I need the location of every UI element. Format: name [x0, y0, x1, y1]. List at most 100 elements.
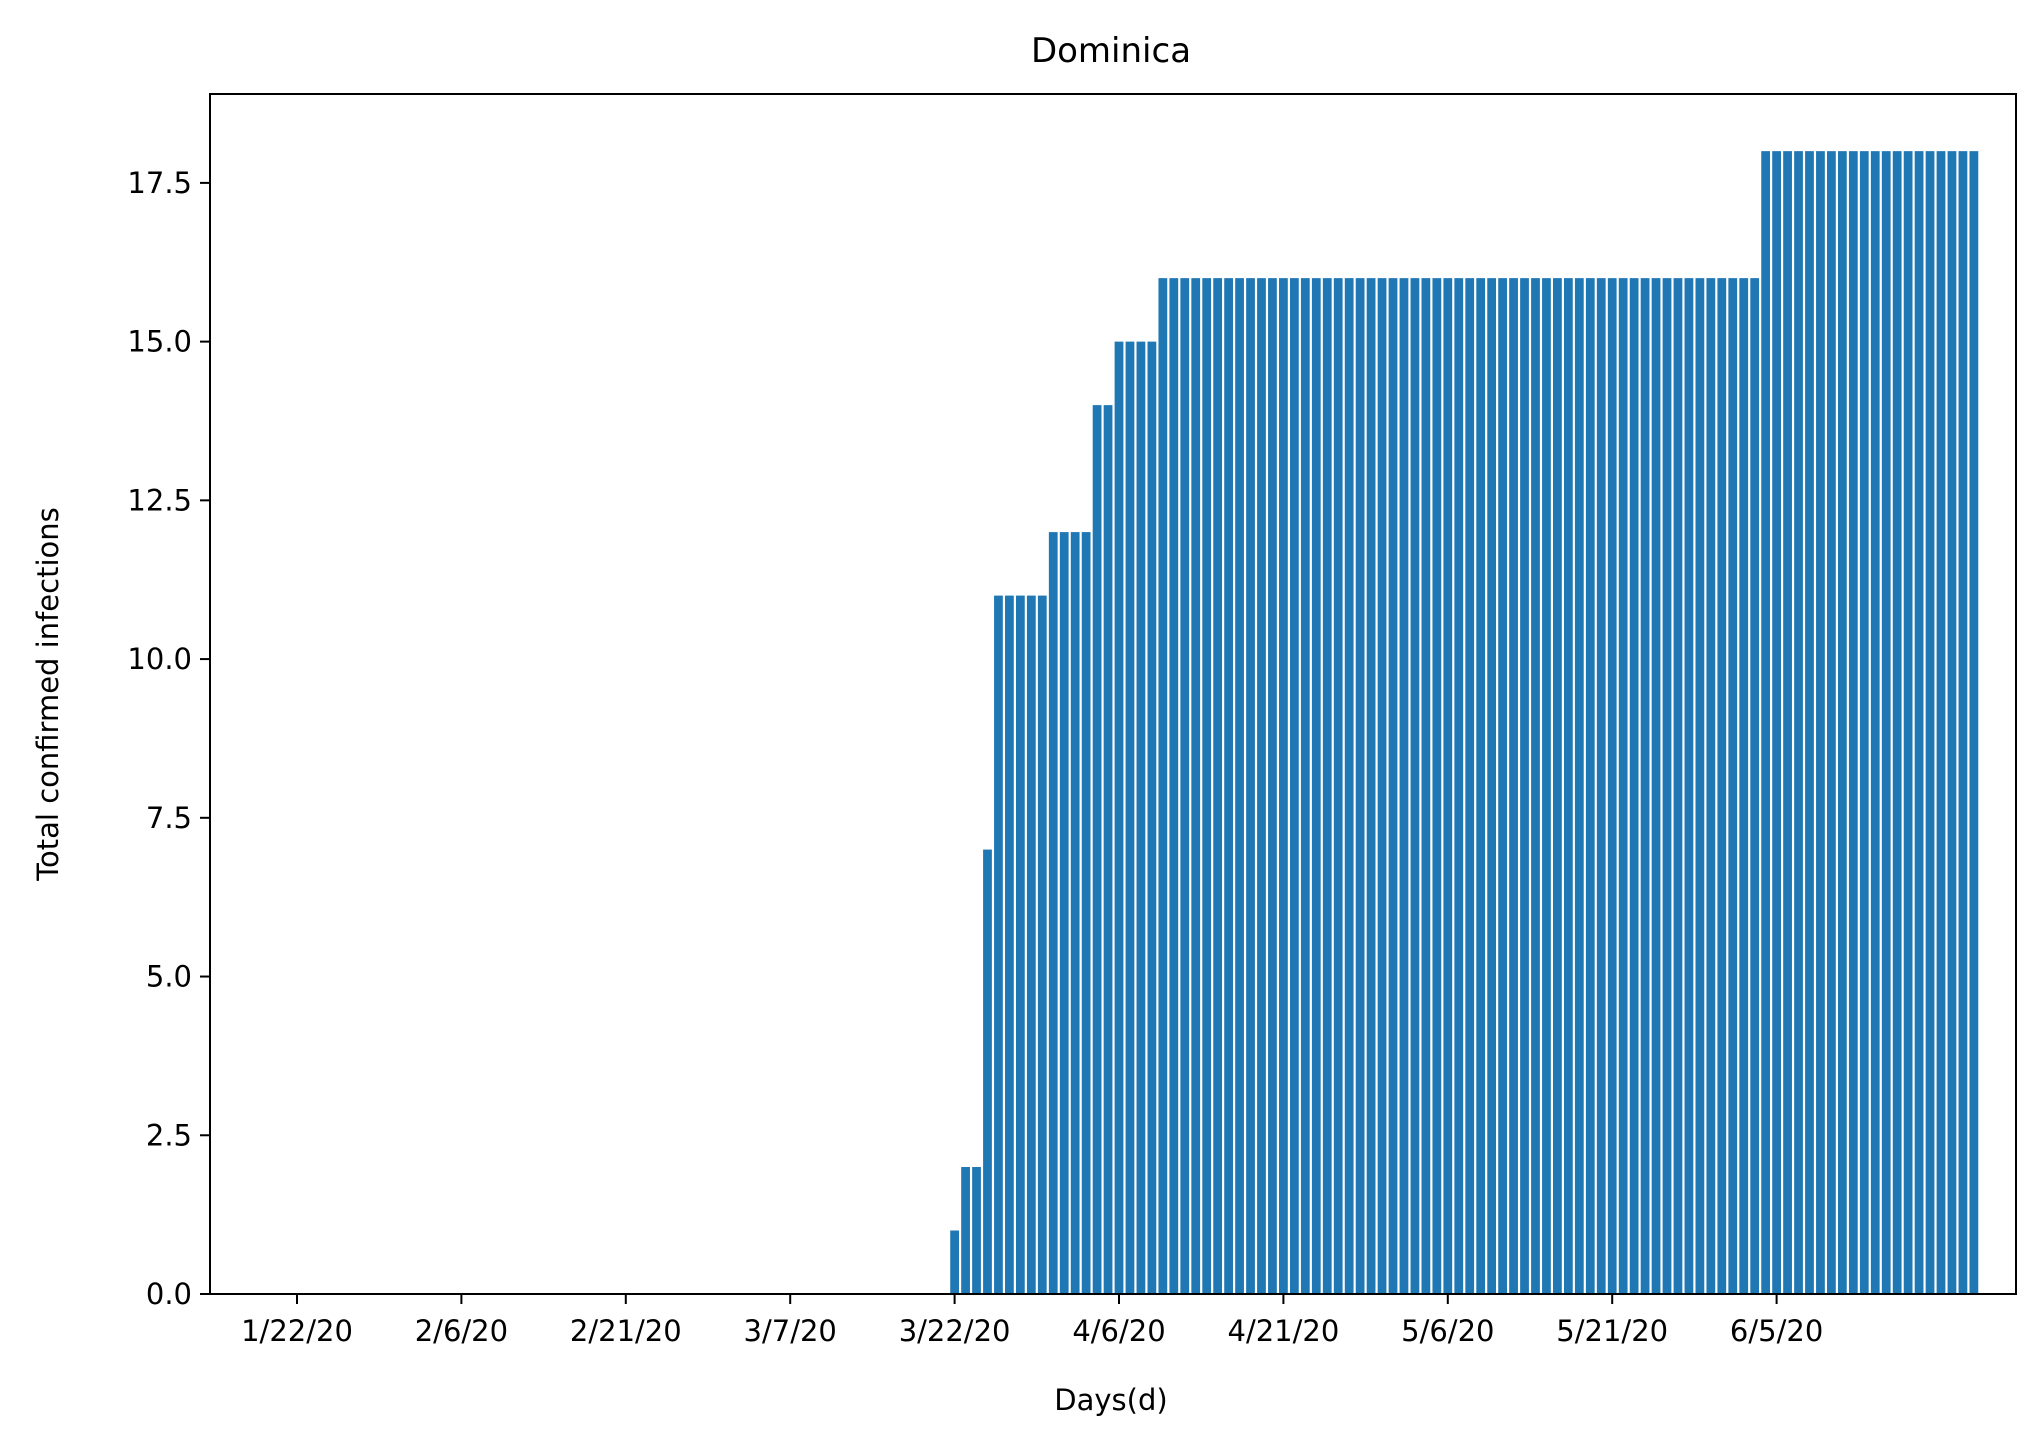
bar — [1322, 278, 1332, 1294]
x-tick-label: 1/22/20 — [241, 1314, 353, 1348]
bar — [1005, 595, 1014, 1294]
bar — [1289, 278, 1299, 1294]
bar — [1015, 595, 1025, 1294]
bar — [1355, 278, 1365, 1294]
bar — [1300, 278, 1310, 1294]
y-axis-label: Total confirmed infections — [31, 507, 65, 882]
bar — [1421, 278, 1431, 1294]
bar — [1640, 278, 1650, 1294]
bar — [1947, 151, 1957, 1294]
bar — [1805, 151, 1814, 1294]
bar — [1180, 278, 1190, 1294]
bar — [1498, 278, 1507, 1294]
bar — [1377, 278, 1387, 1294]
bar — [1717, 278, 1727, 1294]
bar — [1169, 278, 1179, 1294]
y-tick-label: 7.5 — [146, 801, 192, 835]
x-tick-label: 5/21/20 — [1556, 1314, 1668, 1348]
bar — [983, 849, 992, 1294]
bar — [1816, 151, 1825, 1294]
y-tick-label: 2.5 — [146, 1118, 192, 1152]
bar — [1268, 278, 1277, 1294]
bar — [1136, 341, 1146, 1294]
bar — [1827, 151, 1836, 1294]
bar — [1925, 151, 1935, 1294]
bar — [1037, 595, 1047, 1294]
bar — [1235, 278, 1244, 1294]
bar — [1344, 278, 1354, 1294]
bar — [1026, 595, 1036, 1294]
bar — [1848, 151, 1858, 1294]
y-tick-label: 15.0 — [127, 325, 192, 359]
bar — [1520, 278, 1529, 1294]
bar — [1629, 278, 1639, 1294]
bar — [1794, 151, 1803, 1294]
bar — [1881, 151, 1891, 1294]
bar — [1761, 151, 1771, 1294]
bar — [1531, 278, 1540, 1294]
bar — [1892, 151, 1902, 1294]
bar — [961, 1167, 970, 1294]
y-axis: 0.0 2.5 5.0 7.5 10.0 12.5 15.0 17.5 — [127, 166, 210, 1311]
bar — [1706, 278, 1716, 1294]
bar — [1388, 278, 1398, 1294]
bar — [1224, 278, 1233, 1294]
bar — [1958, 151, 1968, 1294]
bar — [1432, 278, 1442, 1294]
bar — [1607, 278, 1617, 1294]
bar — [1213, 278, 1223, 1294]
bar — [1553, 278, 1562, 1294]
bar — [1454, 278, 1464, 1294]
bar — [1070, 532, 1080, 1294]
bar — [950, 1230, 959, 1294]
bar — [1114, 341, 1124, 1294]
bar — [1728, 278, 1738, 1294]
x-tick-label: 4/21/20 — [1228, 1314, 1340, 1348]
bar — [1399, 278, 1409, 1294]
bar — [1585, 278, 1595, 1294]
bar — [972, 1167, 981, 1294]
bar — [1837, 151, 1847, 1294]
y-tick-label: 10.0 — [127, 642, 192, 676]
bar — [1443, 278, 1453, 1294]
bar — [1279, 278, 1288, 1294]
chart-title: Dominica — [1031, 31, 1191, 71]
bar — [1859, 151, 1869, 1294]
bar — [1092, 405, 1102, 1294]
bar — [1618, 278, 1628, 1294]
bar — [1059, 532, 1069, 1294]
bar — [1246, 278, 1255, 1294]
y-tick-label: 12.5 — [127, 483, 192, 517]
bar — [994, 595, 1003, 1294]
bar — [1476, 278, 1486, 1294]
x-tick-label: 6/5/20 — [1730, 1314, 1823, 1348]
bar — [1673, 278, 1683, 1294]
bar — [1969, 151, 1979, 1294]
bar — [1596, 278, 1606, 1294]
bar — [1914, 151, 1924, 1294]
y-tick-label: 17.5 — [127, 166, 192, 200]
bar — [1651, 278, 1661, 1294]
x-tick-label: 2/21/20 — [570, 1314, 682, 1348]
x-tick-label: 5/6/20 — [1401, 1314, 1494, 1348]
bar — [1257, 278, 1266, 1294]
x-tick-label: 4/6/20 — [1072, 1314, 1165, 1348]
x-tick-label: 3/22/20 — [899, 1314, 1011, 1348]
bar — [1311, 278, 1321, 1294]
bar — [1750, 278, 1760, 1294]
bar — [1487, 278, 1497, 1294]
y-tick-label: 0.0 — [146, 1277, 192, 1311]
bar — [1333, 278, 1343, 1294]
bar — [1542, 278, 1551, 1294]
bar — [1684, 278, 1694, 1294]
bar — [1903, 151, 1913, 1294]
x-axis: 1/22/20 2/6/20 2/21/20 3/7/20 3/22/20 4/6/20 4… — [241, 1294, 1823, 1348]
bar — [1772, 151, 1781, 1294]
y-tick-label: 5.0 — [146, 960, 192, 994]
bar — [1158, 278, 1168, 1294]
bar — [1081, 532, 1091, 1294]
bar — [1695, 278, 1705, 1294]
bar — [1410, 278, 1420, 1294]
